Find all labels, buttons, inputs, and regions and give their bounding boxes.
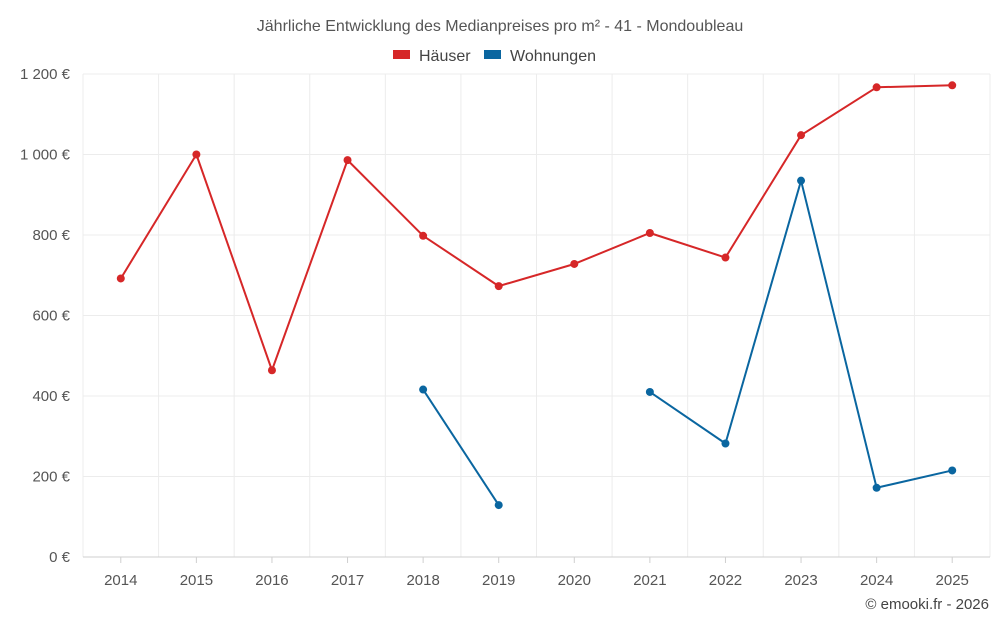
axis-layer: 0 € 200 € 400 € 600 € 800 € 1 000 € 1 200 € 201… — [20, 66, 990, 589]
data-point-wohnungen[interactable] — [872, 483, 881, 492]
data-point-haeuser[interactable] — [645, 228, 654, 237]
x-tick-label: 2022 — [709, 572, 742, 589]
y-tick-label: 1 000 € — [20, 147, 71, 164]
data-point-haeuser[interactable] — [872, 83, 881, 92]
data-point-wohnungen[interactable] — [645, 387, 654, 396]
series-layer — [116, 81, 957, 510]
y-tick-label: 800 € — [32, 227, 70, 244]
data-point-haeuser[interactable] — [721, 253, 730, 262]
legend: Häuser Wohnungen — [393, 48, 596, 65]
data-point-haeuser[interactable] — [267, 366, 276, 375]
x-tick-label: 2024 — [860, 572, 893, 589]
legend-swatch-wohnungen — [484, 50, 501, 59]
x-tick-label: 2018 — [406, 572, 439, 589]
data-point-wohnungen[interactable] — [948, 466, 957, 475]
data-point-haeuser[interactable] — [192, 150, 201, 159]
data-point-haeuser[interactable] — [797, 131, 806, 140]
data-point-wohnungen[interactable] — [721, 439, 730, 448]
data-point-wohnungen[interactable] — [494, 501, 503, 510]
series-line-haeuser — [119, 84, 953, 372]
data-point-wohnungen[interactable] — [797, 176, 806, 185]
x-tick-label: 2016 — [255, 572, 288, 589]
chart-title: Jährliche Entwicklung des Medianpreises … — [257, 18, 743, 35]
data-point-haeuser[interactable] — [116, 274, 125, 283]
data-point-haeuser[interactable] — [419, 231, 428, 240]
x-tick-label: 2023 — [784, 572, 817, 589]
legend-label-wohnungen[interactable]: Wohnungen — [510, 48, 596, 65]
x-tick-label: 2015 — [180, 572, 213, 589]
y-tick-label: 200 € — [32, 469, 70, 486]
data-point-haeuser[interactable] — [343, 156, 352, 165]
legend-label-haeuser[interactable]: Häuser — [419, 48, 471, 65]
series-line-wohnungen — [422, 389, 500, 506]
data-point-haeuser[interactable] — [494, 282, 503, 291]
x-tick-label: 2020 — [558, 572, 591, 589]
copyright-text: © emooki.fr - 2026 — [865, 596, 989, 613]
data-point-haeuser[interactable] — [948, 81, 957, 90]
series-line-wohnungen — [649, 179, 953, 489]
x-tick-label: 2025 — [936, 572, 969, 589]
y-tick-label: 1 200 € — [20, 66, 71, 83]
y-tick-label: 600 € — [32, 308, 70, 325]
grid-layer — [82, 73, 991, 557]
x-tick-label: 2021 — [633, 572, 666, 589]
data-point-haeuser[interactable] — [570, 259, 579, 268]
y-tick-label: 400 € — [32, 388, 70, 405]
x-tick-label: 2014 — [104, 572, 137, 589]
data-point-wohnungen[interactable] — [419, 385, 428, 394]
x-tick-label: 2017 — [331, 572, 364, 589]
y-tick-label: 0 € — [49, 549, 71, 566]
x-tick-label: 2019 — [482, 572, 515, 589]
legend-swatch-haeuser — [393, 50, 410, 59]
